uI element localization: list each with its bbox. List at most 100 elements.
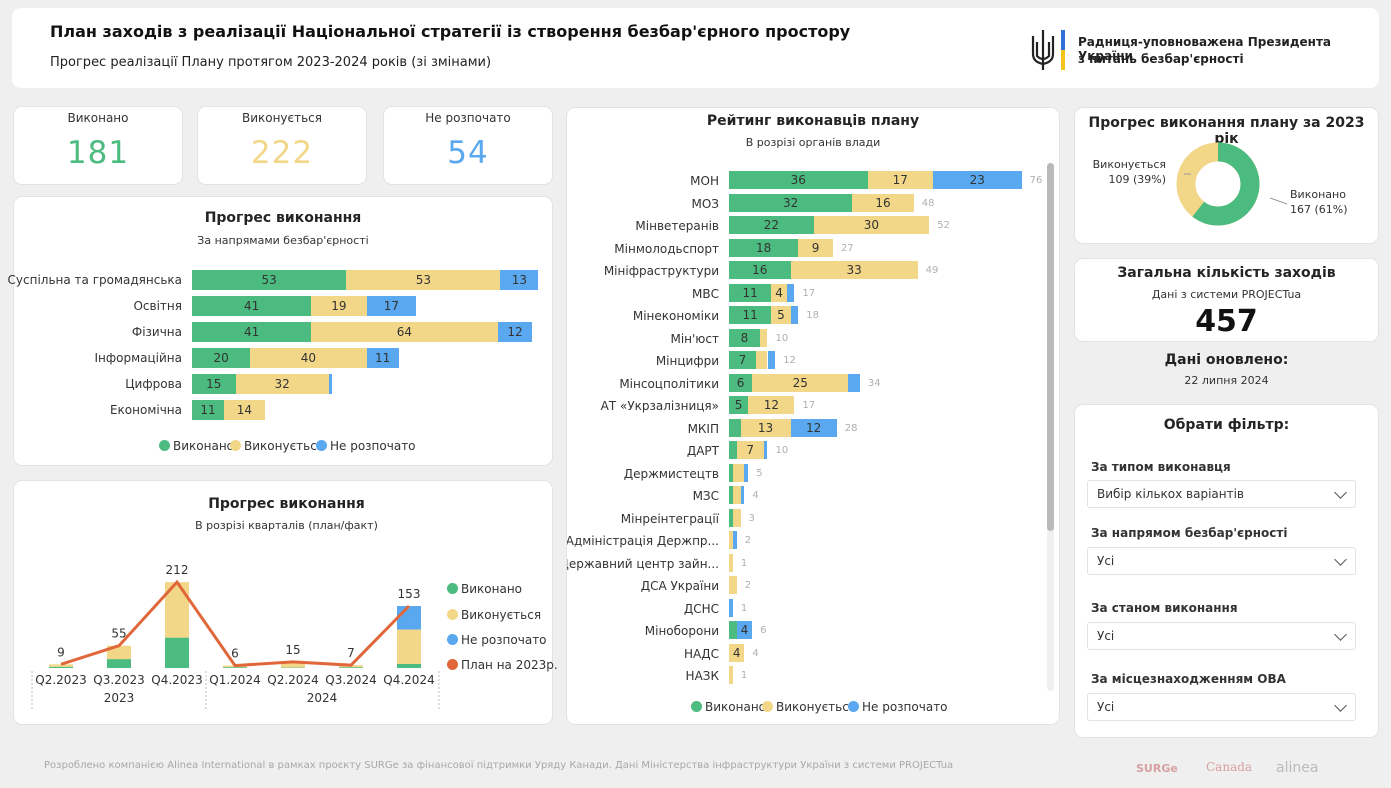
directions-legend-progress: Виконується xyxy=(230,439,324,453)
bar-segment[interactable]: 30 xyxy=(813,216,930,234)
bar-segment[interactable]: 19 xyxy=(311,296,367,316)
bar-segment[interactable]: 41 xyxy=(192,296,312,316)
bar-segment[interactable] xyxy=(744,463,749,482)
bar-category-label: Держмистецтв xyxy=(623,466,719,481)
year-label-2023: 2023 xyxy=(104,691,135,705)
bar-segment[interactable]: 13 xyxy=(500,270,539,290)
bar-segment[interactable] xyxy=(732,463,745,482)
legend-dot-icon xyxy=(159,440,170,451)
bar-segment[interactable]: 9 xyxy=(798,238,833,257)
quarter-bar-segment[interactable] xyxy=(281,661,305,668)
bar-segment[interactable]: 53 xyxy=(192,270,347,290)
bar-segment[interactable] xyxy=(767,351,776,369)
quarter-bar-segment[interactable] xyxy=(339,667,363,668)
bar-segment[interactable]: 12 xyxy=(748,396,795,414)
filters-title: Обрати фільтр: xyxy=(1163,417,1290,433)
filter-status-select[interactable]: Усі xyxy=(1087,622,1356,650)
bar-segment[interactable] xyxy=(729,666,733,684)
bar-segment[interactable]: 8 xyxy=(729,328,760,347)
bar-segment[interactable] xyxy=(729,621,737,639)
filter-executor-type-select[interactable]: Вибір кількох варіантів xyxy=(1087,480,1356,508)
updated-label: Дані оновлено: xyxy=(1164,352,1289,368)
bar-segment[interactable] xyxy=(729,441,737,459)
bar-category-label: ДСА України xyxy=(640,579,719,593)
quarter-bar-segment[interactable] xyxy=(49,664,73,667)
bar-segment[interactable]: 11 xyxy=(366,348,399,368)
bar-segment[interactable] xyxy=(328,374,332,394)
bar-segment[interactable] xyxy=(729,418,741,437)
bar-segment[interactable] xyxy=(729,463,733,482)
bar-segment[interactable]: 4 xyxy=(771,283,787,302)
bar-segment[interactable] xyxy=(729,598,733,617)
bar-segment[interactable]: 64 xyxy=(311,322,498,342)
bar-segment[interactable]: 5 xyxy=(729,396,749,414)
quarter-bar-segment[interactable] xyxy=(223,667,247,668)
bar-segment[interactable]: 6 xyxy=(729,373,753,392)
bar-segment[interactable]: 23 xyxy=(933,171,1022,189)
bar-segment[interactable]: 32 xyxy=(235,374,329,394)
filter-location-select[interactable]: Усі xyxy=(1087,693,1356,721)
bar-category-label: ДАРТ xyxy=(686,444,719,458)
legend-not-started-label: Не розпочато xyxy=(330,439,416,453)
ranking-scrollbar-thumb[interactable] xyxy=(1047,163,1054,531)
bar-segment[interactable]: 25 xyxy=(752,373,849,392)
bar-segment[interactable]: 7 xyxy=(736,441,764,459)
bar-segment[interactable]: 11 xyxy=(192,400,224,420)
bar-segment[interactable]: 4 xyxy=(736,621,753,639)
bar-segment[interactable]: 4 xyxy=(729,643,745,662)
bar-segment[interactable]: 15 xyxy=(192,374,236,394)
bar-segment[interactable]: 40 xyxy=(250,348,367,368)
bar-segment[interactable]: 16 xyxy=(852,193,914,212)
bar-segment[interactable] xyxy=(729,508,733,527)
bar-segment[interactable]: 11 xyxy=(729,283,772,302)
bar-segment[interactable]: 12 xyxy=(497,322,533,342)
bar-segment[interactable] xyxy=(732,531,737,549)
ranking-scrollbar[interactable] xyxy=(1047,163,1054,691)
bar-segment[interactable] xyxy=(732,486,741,504)
bar-segment[interactable]: 33 xyxy=(790,261,918,279)
bar-segment[interactable]: 13 xyxy=(740,418,791,437)
bar-total-label: 5 xyxy=(756,467,763,479)
bar-segment[interactable]: 14 xyxy=(224,400,265,420)
filter-direction-label: За напрямом безбар'єрності xyxy=(1091,526,1288,540)
bar-segment[interactable]: 20 xyxy=(192,348,251,368)
bar-segment[interactable] xyxy=(755,351,768,369)
bar-segment[interactable]: 22 xyxy=(729,216,814,234)
bar-segment[interactable]: 12 xyxy=(790,418,837,437)
bar-segment[interactable] xyxy=(729,553,733,572)
quarter-bar-segment[interactable] xyxy=(397,663,421,668)
bar-segment[interactable]: 11 xyxy=(729,306,772,324)
bar-segment[interactable]: 36 xyxy=(729,171,868,189)
filter-direction-select[interactable]: Усі xyxy=(1087,547,1356,575)
bar-segment[interactable]: 41 xyxy=(192,322,312,342)
bar-segment[interactable]: 32 xyxy=(729,193,853,212)
bar-segment[interactable]: 18 xyxy=(729,238,799,257)
bar-segment[interactable] xyxy=(732,508,741,527)
bar-segment[interactable] xyxy=(790,306,799,324)
quarter-bar-segment[interactable] xyxy=(49,666,73,668)
flag-stripe xyxy=(1061,30,1065,70)
legend-dot-icon xyxy=(230,440,241,451)
bar-segment[interactable] xyxy=(763,441,768,459)
bar-segment[interactable]: 5 xyxy=(771,306,791,324)
bar-total-label: 52 xyxy=(937,220,950,231)
bar-segment[interactable]: 53 xyxy=(346,270,501,290)
bar-segment[interactable] xyxy=(729,531,733,549)
bar-category-label: Суспільна та громадянська xyxy=(7,273,182,287)
bar-segment[interactable] xyxy=(729,486,733,504)
quarter-bar-segment[interactable] xyxy=(397,606,421,630)
bar-segment[interactable]: 17 xyxy=(366,296,417,316)
quarter-bar-segment[interactable] xyxy=(397,629,421,664)
quarter-bar-segment[interactable] xyxy=(165,637,189,668)
bar-segment[interactable] xyxy=(759,328,768,347)
bar-segment[interactable] xyxy=(786,283,795,302)
bar-segment[interactable]: 16 xyxy=(729,261,791,279)
quarter-total-label: 153 xyxy=(398,587,421,601)
bar-segment[interactable]: 7 xyxy=(729,351,756,369)
bar-segment[interactable] xyxy=(740,486,745,504)
bar-category-label: Освітня xyxy=(133,299,182,313)
quarter-bar-segment[interactable] xyxy=(107,659,131,668)
bar-segment[interactable] xyxy=(729,576,737,594)
bar-segment[interactable]: 17 xyxy=(867,171,934,189)
bar-segment[interactable] xyxy=(848,373,860,392)
